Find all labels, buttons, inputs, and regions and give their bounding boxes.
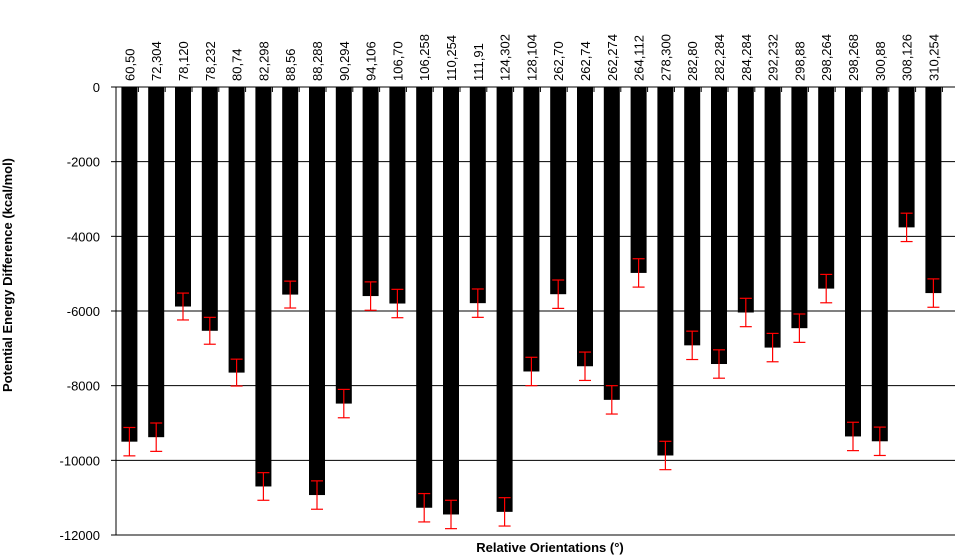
bar	[845, 87, 861, 437]
x-tick-label: 262,70	[551, 41, 566, 81]
bar	[523, 87, 540, 372]
x-tick-label: 282,80	[685, 41, 700, 81]
bar	[898, 87, 915, 228]
x-tick-label: 60,50	[122, 48, 137, 81]
y-tick-label: -2000	[67, 155, 100, 170]
y-tick-label: 0	[93, 80, 100, 95]
bar	[148, 87, 165, 438]
x-tick-label: 80,74	[230, 48, 245, 81]
x-tick-label: 82,298	[256, 41, 271, 81]
bar	[818, 87, 835, 289]
x-tick-label: 284,284	[739, 34, 754, 81]
x-tick-label: 72,304	[149, 41, 164, 81]
x-tick-label: 78,120	[176, 41, 191, 81]
bar	[925, 87, 942, 294]
x-tick-label: 110,254	[444, 35, 459, 81]
y-tick-label: -4000	[67, 229, 100, 244]
x-tick-label: 308,126	[900, 34, 915, 81]
bar	[416, 87, 433, 508]
bar	[577, 87, 593, 367]
x-tick-label: 262,74	[578, 41, 593, 81]
x-tick-label: 282,284	[712, 34, 727, 81]
bar	[603, 87, 620, 400]
bar	[657, 87, 674, 456]
y-tick-labels: 0 -2000 -4000 -6000 -8000 -10000 -12000	[60, 80, 100, 543]
bar	[389, 87, 406, 304]
bar	[550, 87, 567, 295]
bar	[684, 87, 701, 346]
x-tick-label: 78,232	[203, 41, 218, 81]
x-tick-label: 88,56	[283, 48, 298, 81]
x-tick-labels: 60,50 72,304 78,120 78,232 80,74 82,298 88,56 8…	[122, 34, 941, 81]
x-tick-label: 300,88	[873, 41, 888, 81]
x-tick-label: 106,258	[417, 34, 432, 81]
bar	[496, 87, 513, 512]
axes	[111, 86, 955, 536]
x-tick-label: 262,274	[605, 34, 620, 81]
bar	[711, 87, 727, 365]
y-tick-label: -12000	[60, 528, 100, 543]
bar	[737, 87, 754, 313]
bar	[282, 87, 299, 295]
bars-group	[121, 87, 942, 515]
x-tick-label: 88,288	[310, 41, 325, 81]
x-tick-label: 111,91	[471, 43, 486, 81]
x-tick-label: 298,88	[792, 41, 807, 81]
bar	[309, 87, 325, 496]
bar	[201, 87, 218, 331]
x-tick-label: 106,70	[390, 41, 405, 81]
bar	[175, 87, 191, 307]
bar	[469, 87, 486, 304]
bar	[228, 87, 245, 373]
x-tick-label: 292,232	[766, 34, 781, 81]
y-tick-label: -10000	[60, 453, 100, 468]
x-tick-label: 298,264	[819, 34, 834, 81]
bar	[335, 87, 352, 404]
y-tick-label: -6000	[67, 304, 100, 319]
x-tick-label: 298,268	[846, 34, 861, 81]
bar	[871, 87, 888, 442]
x-tick-label: 264,112	[632, 35, 647, 81]
x-tick-label: 278,300	[658, 34, 673, 81]
bar	[764, 87, 781, 348]
x-tick-label: 124,302	[498, 34, 513, 81]
x-tick-label: 94,106	[364, 41, 379, 81]
bar	[443, 87, 459, 515]
bar	[121, 87, 138, 442]
y-tick-label: -8000	[67, 379, 100, 394]
bar	[791, 87, 808, 329]
error-bars-group	[123, 212, 940, 530]
bar	[630, 87, 647, 273]
bar	[255, 87, 272, 487]
bar	[362, 87, 379, 297]
x-tick-label: 310,254	[926, 34, 941, 81]
y-axis-title: Potential Energy Difference (kcal/mol)	[0, 157, 15, 393]
x-tick-label: 90,294	[337, 41, 352, 81]
x-tick-label: 128,104	[524, 34, 539, 81]
x-axis-title: Relative Orientations (°)	[476, 540, 624, 555]
